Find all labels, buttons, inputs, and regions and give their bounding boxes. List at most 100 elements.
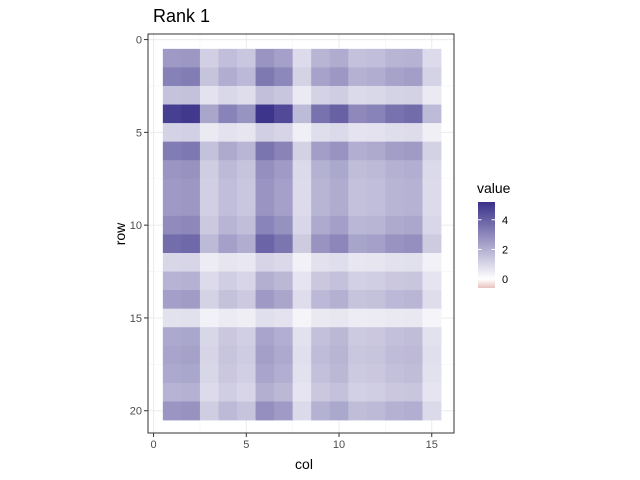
heatmap-cell: [422, 252, 442, 272]
y-tick-label: 0: [136, 35, 142, 47]
x-tick-label: 15: [426, 439, 438, 451]
heatmap-cell: [366, 271, 386, 291]
heatmap-cell: [162, 234, 182, 254]
heatmap-cell: [311, 252, 331, 272]
heatmap-cell: [181, 327, 201, 347]
heatmap-cell: [274, 160, 294, 180]
heatmap-cell: [292, 104, 312, 124]
heatmap-cell: [385, 67, 405, 87]
heatmap-cell: [162, 67, 182, 87]
heatmap-cell: [311, 290, 331, 310]
heatmap-cell: [218, 290, 238, 310]
heatmap-cell: [218, 252, 238, 272]
heatmap-cell: [403, 401, 423, 421]
heatmap-cell: [311, 327, 331, 347]
heatmap-cell: [422, 104, 442, 124]
heatmap-cell: [385, 215, 405, 235]
heatmap-cell: [255, 160, 275, 180]
heatmap-cell: [422, 290, 442, 310]
heatmap-cell: [311, 123, 331, 143]
legend-ticks: 0 2 4: [478, 215, 508, 286]
heatmap-cell: [403, 382, 423, 402]
heatmap-cell: [218, 401, 238, 421]
y-tick-label: 10: [130, 220, 142, 232]
heatmap-cell: [348, 382, 368, 402]
heatmap-cell: [329, 401, 349, 421]
heatmap-cell: [403, 141, 423, 161]
heatmap-cell: [181, 178, 201, 198]
panel-border: [147, 33, 455, 434]
heatmap-cell: [237, 160, 256, 180]
heatmap-cell: [385, 197, 405, 217]
heatmap-cell: [237, 48, 256, 68]
heatmap-cell: [329, 178, 349, 198]
heatmap-cell: [162, 382, 182, 402]
heatmap-cell: [385, 178, 405, 198]
heatmap-cell: [218, 178, 238, 198]
y-tick-label: 5: [136, 127, 142, 139]
heatmap-cell: [403, 178, 423, 198]
heatmap-cell: [218, 123, 238, 143]
heatmap-cell: [366, 123, 386, 143]
heatmap-cell: [422, 234, 442, 254]
heatmap-cell: [181, 308, 201, 328]
heatmap-cell: [403, 85, 423, 105]
heatmap-cell: [218, 327, 238, 347]
heatmap-cell: [422, 271, 442, 291]
heatmap-cell: [348, 104, 368, 124]
heatmap-cell: [218, 104, 238, 124]
heatmap-cell: [199, 48, 219, 68]
heatmap-cell: [329, 197, 349, 217]
heatmap-cell: [348, 141, 368, 161]
heatmap-cell: [422, 308, 442, 328]
heatmap-cell: [274, 141, 294, 161]
heatmap-cell: [237, 401, 256, 421]
heatmap-cell: [237, 308, 256, 328]
heatmap-cell: [385, 160, 405, 180]
heatmap-cell: [292, 141, 312, 161]
heatmap-cell: [385, 48, 405, 68]
heatmap-cell: [237, 271, 256, 291]
heatmap-cell: [329, 382, 349, 402]
heatmap-cell: [255, 401, 275, 421]
heatmap-cell: [255, 104, 275, 124]
heatmap-cell: [348, 401, 368, 421]
heatmap-cell: [366, 141, 386, 161]
heatmap-cell: [181, 67, 201, 87]
heatmap-cell: [292, 85, 312, 105]
heatmap-cell: [403, 104, 423, 124]
heatmap-cell: [366, 401, 386, 421]
x-axis: 0 5 10 15: [151, 433, 438, 451]
heatmap-cell: [274, 178, 294, 198]
heatmap-cell: [255, 252, 275, 272]
heatmap-cell: [199, 123, 219, 143]
heatmap-cell: [422, 382, 442, 402]
heatmap-cell: [199, 197, 219, 217]
heatmap-cell: [385, 327, 405, 347]
heatmap-cell: [292, 215, 312, 235]
heatmap-cell: [422, 197, 442, 217]
heatmap-cell: [329, 48, 349, 68]
heatmap-cell: [348, 160, 368, 180]
heatmap-cell: [385, 308, 405, 328]
heatmap-cell: [199, 308, 219, 328]
heatmap-cell: [385, 364, 405, 384]
heatmap-cell: [329, 67, 349, 87]
heatmap-cell: [366, 85, 386, 105]
heatmap-cell: [422, 67, 442, 87]
heatmap-cell: [403, 215, 423, 235]
heatmap-cell: [218, 141, 238, 161]
heatmap-cell: [366, 160, 386, 180]
heatmap-cell: [218, 215, 238, 235]
heatmap-cell: [348, 67, 368, 87]
heatmap-cell: [311, 382, 331, 402]
heatmap-cell: [162, 123, 182, 143]
heatmap-cell: [218, 160, 238, 180]
heatmap-cell: [366, 215, 386, 235]
heatmap-cell: [199, 271, 219, 291]
heatmap-cell: [292, 364, 312, 384]
heatmap-cell: [218, 364, 238, 384]
heatmap-cell: [218, 308, 238, 328]
heatmap-cell: [385, 85, 405, 105]
heatmap-cell: [422, 178, 442, 198]
